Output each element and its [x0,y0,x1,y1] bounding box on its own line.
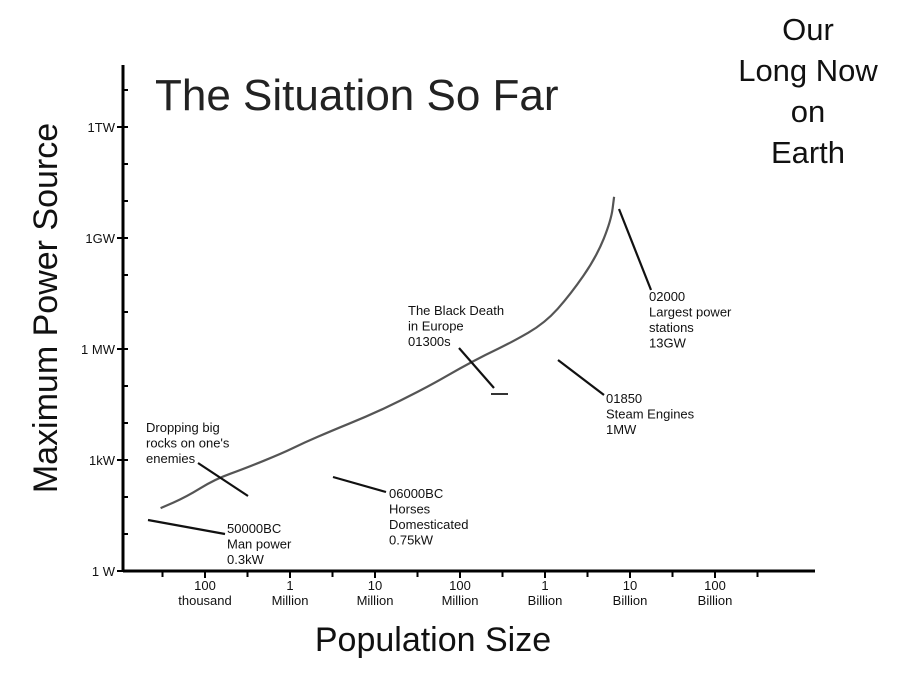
y-tick-label: 1TW [88,120,116,135]
annotation-text: enemies [146,451,196,466]
annotation-text: Horses [389,502,431,517]
y-tick-label: 1kW [89,453,116,468]
annotation-text: Domesticated [389,517,468,532]
annotation-text: Largest power [649,305,732,320]
corner-text-line: on [791,94,825,129]
x-tick-label: 100 [704,578,726,593]
x-tick-label: 100 [449,578,471,593]
x-tick-label: thousand [178,593,232,608]
x-tick-label: 100 [194,578,216,593]
x-tick-label: 10 [623,578,637,593]
corner-text-line: Earth [771,135,845,170]
corner-text-line: Long Now [738,53,878,88]
annotation-text: rocks on one's [146,436,230,451]
annotation-text: 13GW [649,336,687,351]
x-tick-label: Million [357,593,394,608]
annotation-text: 06000BC [389,486,443,501]
annotation-text: 1MW [606,422,637,437]
annotation-text: Man power [227,537,292,552]
corner-text-line: Our [782,12,834,47]
x-tick-label: Billion [528,593,563,608]
annotation-text: in Europe [408,319,464,334]
series-line [160,196,616,510]
annotation-text: 0.75kW [389,533,434,548]
x-tick-label: 1 [541,578,548,593]
annotation-text: The Black Death [408,303,504,318]
annotation-text: 02000 [649,289,685,304]
annotation-leader [458,347,495,389]
annotation-leader [557,359,605,396]
y-tick-label: 1 MW [81,342,116,357]
y-axis-label: Maximum Power Source [27,123,65,493]
annotation-text: 01300s [408,334,451,349]
annotation-text: Dropping big [146,420,220,435]
x-tick-label: 10 [368,578,382,593]
x-tick-label: Billion [698,593,733,608]
x-tick-label: Billion [613,593,648,608]
x-tick-label: 1 [286,578,293,593]
corner-caption: Our Long Now on Earth [738,12,878,170]
x-tick-label: Million [272,593,309,608]
y-tick-label: 1 W [92,564,116,579]
annotation-text: 50000BC [227,521,281,536]
x-axis-label: Population Size [315,621,551,659]
y-tick-label: 1GW [85,231,115,246]
annotation-leader [617,208,653,291]
annotation-text: 01850 [606,391,642,406]
annotation-leader [332,475,387,494]
annotation-leader [197,462,249,497]
x-tick-label: Million [442,593,479,608]
series-layer [160,196,616,510]
annotation-text: stations [649,320,694,335]
chart-title: The Situation So Far [155,71,559,120]
annotation-text: 0.3kW [227,552,265,567]
annotation-leader [147,518,226,536]
annotation-text: Steam Engines [606,407,695,422]
